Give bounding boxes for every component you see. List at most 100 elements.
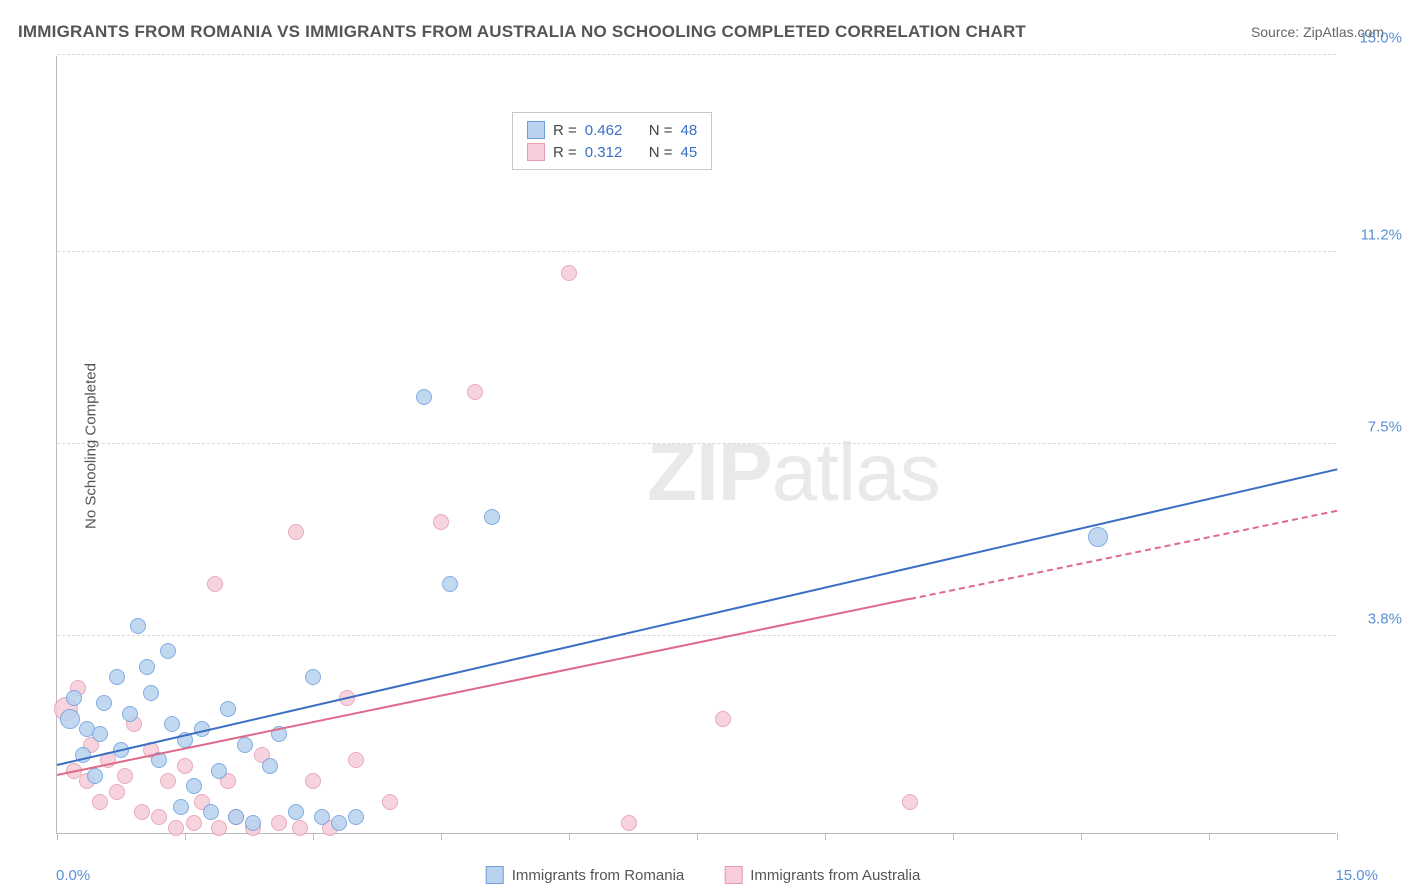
scatter-point (143, 685, 159, 701)
watermark: ZIPatlas (647, 426, 940, 520)
plot-area: ZIPatlas R =0.462N =48R =0.312N =45 3.8%… (56, 56, 1336, 834)
grid-line (57, 251, 1336, 252)
scatter-point (173, 799, 189, 815)
bottom-legend-item: Immigrants from Romania (486, 866, 685, 884)
legend-n-value: 48 (681, 122, 698, 139)
x-tick (1337, 833, 1338, 840)
bottom-legend-label: Immigrants from Romania (512, 867, 685, 884)
scatter-point (207, 576, 223, 592)
scatter-point (715, 711, 731, 727)
x-tick (185, 833, 186, 840)
scatter-point (348, 809, 364, 825)
trend-line (57, 598, 911, 776)
y-tick-label: 11.2% (1342, 227, 1402, 244)
y-tick-label: 15.0% (1342, 30, 1402, 47)
scatter-point (484, 509, 500, 525)
scatter-point (433, 514, 449, 530)
scatter-point (139, 659, 155, 675)
legend-n-label: N = (649, 122, 673, 139)
scatter-point (117, 768, 133, 784)
scatter-point (220, 701, 236, 717)
scatter-point (122, 706, 138, 722)
grid-line (57, 443, 1336, 444)
scatter-point (245, 815, 261, 831)
scatter-point (348, 752, 364, 768)
scatter-point (87, 768, 103, 784)
legend-row: R = 0.312 N = 45 (527, 141, 697, 163)
scatter-point (561, 265, 577, 281)
scatter-point (92, 726, 108, 742)
scatter-point (186, 778, 202, 794)
x-tick (441, 833, 442, 840)
scatter-point (211, 820, 227, 836)
legend-swatch (486, 866, 504, 884)
y-tick-label: 3.8% (1342, 610, 1402, 627)
scatter-point (130, 618, 146, 634)
watermark-zip: ZIP (647, 427, 772, 518)
scatter-point (314, 809, 330, 825)
scatter-point (902, 794, 918, 810)
x-tick (1081, 833, 1082, 840)
bottom-legend-item: Immigrants from Australia (724, 866, 920, 884)
scatter-point (271, 815, 287, 831)
watermark-atlas: atlas (772, 427, 940, 518)
legend-n-value: 45 (681, 144, 698, 161)
legend-box: R = 0.462 N = 48 R = 0.312 N = 45 (512, 112, 712, 170)
scatter-point (60, 709, 80, 729)
scatter-point (288, 804, 304, 820)
scatter-point (96, 695, 112, 711)
grid-line (57, 54, 1336, 55)
scatter-point (237, 737, 253, 753)
scatter-point (109, 784, 125, 800)
legend-r-label: R = (553, 122, 577, 139)
scatter-point (305, 669, 321, 685)
legend-r-value: 0.462 (585, 122, 641, 139)
scatter-point (186, 815, 202, 831)
scatter-point (177, 758, 193, 774)
scatter-point (160, 643, 176, 659)
scatter-point (228, 809, 244, 825)
scatter-point (292, 820, 308, 836)
x-axis-max-label: 15.0% (1335, 867, 1378, 884)
scatter-point (160, 773, 176, 789)
chart-title: IMMIGRANTS FROM ROMANIA VS IMMIGRANTS FR… (18, 22, 1026, 42)
x-tick (569, 833, 570, 840)
scatter-point (288, 524, 304, 540)
scatter-point (416, 389, 432, 405)
legend-r-value: 0.312 (585, 144, 641, 161)
scatter-point (305, 773, 321, 789)
trend-line (57, 468, 1337, 766)
scatter-point (442, 576, 458, 592)
legend-swatch (724, 866, 742, 884)
scatter-point (151, 809, 167, 825)
x-tick (953, 833, 954, 840)
bottom-legend: Immigrants from Romania Immigrants from A… (486, 866, 921, 884)
legend-n-label: N = (649, 144, 673, 161)
scatter-point (203, 804, 219, 820)
scatter-point (331, 815, 347, 831)
scatter-point (467, 384, 483, 400)
scatter-point (168, 820, 184, 836)
legend-swatch (527, 121, 545, 139)
bottom-legend-label: Immigrants from Australia (750, 867, 920, 884)
scatter-point (1088, 527, 1108, 547)
legend-r-label: R = (553, 144, 577, 161)
grid-line (57, 635, 1336, 636)
scatter-point (92, 794, 108, 810)
scatter-point (621, 815, 637, 831)
x-tick (313, 833, 314, 840)
scatter-point (164, 716, 180, 732)
legend-swatch (527, 143, 545, 161)
x-tick (825, 833, 826, 840)
x-axis-min-label: 0.0% (56, 867, 90, 884)
chart-container: IMMIGRANTS FROM ROMANIA VS IMMIGRANTS FR… (0, 0, 1406, 892)
scatter-point (211, 763, 227, 779)
legend-row: R = 0.462 N = 48 (527, 119, 697, 141)
scatter-point (66, 690, 82, 706)
scatter-point (109, 669, 125, 685)
y-tick-label: 7.5% (1342, 419, 1402, 436)
scatter-point (134, 804, 150, 820)
x-tick (697, 833, 698, 840)
scatter-point (262, 758, 278, 774)
x-tick (57, 833, 58, 840)
